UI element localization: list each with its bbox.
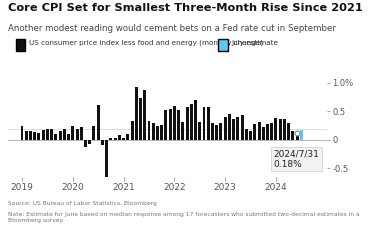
Bar — [152, 123, 155, 140]
Bar — [42, 130, 45, 140]
Bar — [21, 126, 23, 140]
Bar — [215, 125, 218, 140]
Bar — [122, 138, 125, 140]
Text: Another modest reading would cement bets on a Fed rate cut in September: Another modest reading would cement bets… — [8, 24, 336, 33]
Text: July estimate: July estimate — [231, 40, 279, 46]
Bar — [291, 131, 294, 140]
Bar — [237, 116, 239, 140]
Bar — [67, 134, 70, 140]
Bar — [266, 124, 269, 140]
Bar — [29, 131, 32, 140]
Text: 2024/7/31
0.18%: 2024/7/31 0.18% — [273, 150, 319, 169]
Bar — [245, 128, 248, 140]
Text: Core CPI Set for Smallest Three-Month Rise Since 2021: Core CPI Set for Smallest Three-Month Ri… — [8, 3, 363, 13]
Bar — [118, 135, 121, 140]
Bar — [270, 123, 273, 140]
Bar — [283, 119, 286, 140]
Bar — [186, 107, 189, 140]
Bar — [25, 131, 28, 140]
Bar — [37, 133, 40, 140]
Bar — [249, 131, 252, 140]
Bar — [253, 124, 256, 140]
Bar — [190, 104, 193, 140]
Bar — [139, 98, 142, 140]
Bar — [84, 140, 87, 147]
Bar — [228, 114, 231, 140]
Bar — [203, 107, 205, 140]
Bar — [135, 87, 138, 140]
Bar — [114, 138, 117, 140]
Bar — [181, 122, 184, 140]
Bar — [232, 119, 235, 140]
Bar — [296, 133, 299, 140]
Bar — [194, 100, 197, 140]
Bar — [241, 115, 244, 140]
Bar — [275, 118, 277, 140]
Bar — [109, 138, 112, 140]
Bar — [97, 105, 100, 140]
Bar — [287, 123, 290, 140]
Bar — [165, 110, 167, 140]
Bar — [63, 129, 66, 140]
Bar — [177, 110, 180, 140]
Bar — [71, 126, 74, 140]
Bar — [143, 90, 146, 140]
Bar — [101, 140, 104, 145]
Bar — [54, 134, 57, 140]
Bar — [88, 140, 91, 144]
Bar — [224, 116, 227, 140]
Text: US consumer price index less food and energy (monthly change): US consumer price index less food and en… — [29, 40, 263, 46]
Bar — [93, 126, 95, 140]
Bar — [75, 129, 79, 140]
Bar — [160, 125, 163, 140]
Bar — [211, 123, 214, 140]
Bar — [300, 130, 303, 140]
Bar — [279, 119, 282, 140]
Bar — [131, 121, 133, 140]
Text: Note: Estimate for June based on median response among 17 forecasters who submit: Note: Estimate for June based on median … — [8, 212, 359, 223]
Bar — [169, 109, 172, 140]
Bar — [219, 123, 223, 140]
Bar — [156, 126, 159, 140]
Bar — [126, 134, 129, 140]
Text: Source: US Bureau of Labor Statistics, Bloomberg: Source: US Bureau of Labor Statistics, B… — [8, 201, 157, 206]
Bar — [147, 121, 151, 140]
Bar — [198, 122, 201, 140]
Bar — [207, 107, 210, 140]
Bar — [262, 127, 265, 140]
Bar — [46, 129, 49, 140]
Bar — [105, 140, 108, 177]
Bar — [80, 127, 83, 140]
Bar — [33, 132, 36, 140]
Bar — [258, 122, 261, 140]
Bar — [59, 131, 61, 140]
Bar — [173, 106, 176, 140]
Bar — [50, 129, 53, 140]
